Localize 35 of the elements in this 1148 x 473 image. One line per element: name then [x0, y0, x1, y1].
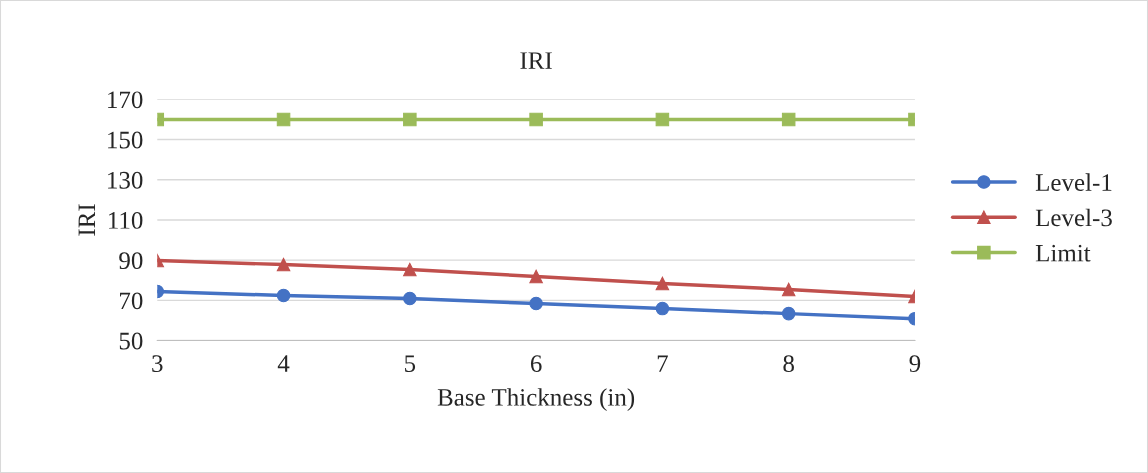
y-tick-label: 90 [119, 252, 143, 270]
x-tick-label: 9 [909, 355, 921, 373]
point [529, 112, 543, 127]
x-tick-label: 3 [152, 355, 163, 373]
legend-label: Level-1 [1035, 173, 1112, 191]
point [529, 269, 543, 284]
y-tick-label: 150 [108, 131, 143, 149]
legend-label: Level-3 [1035, 208, 1112, 227]
x-axis-title: Base Thickness (in) [437, 388, 635, 411]
x-tick-label: 8 [783, 355, 794, 373]
y-tick-label: 170 [108, 91, 143, 109]
x-tick-label: 5 [405, 355, 416, 373]
point [276, 288, 291, 303]
point [403, 291, 417, 306]
point [781, 112, 796, 127]
y-axis-title: IRI [78, 204, 96, 236]
y-tick-label: 110 [109, 211, 143, 229]
point [529, 296, 543, 311]
chart-title: IRI [520, 52, 552, 69]
point [655, 276, 670, 291]
y-tick-label: 130 [108, 171, 143, 189]
point [403, 262, 417, 277]
x-tick-label: 4 [277, 355, 290, 372]
point [781, 282, 796, 297]
point [403, 112, 417, 127]
legend-label: Limit [1035, 244, 1091, 262]
point [655, 301, 670, 316]
y-tick-label: 50 [119, 332, 143, 350]
x-tick-label: 6 [530, 355, 542, 373]
point [276, 112, 291, 127]
point [781, 306, 796, 321]
point [276, 257, 291, 272]
x-tick-label: 7 [657, 355, 668, 372]
point [655, 112, 670, 127]
y-tick-label: 70 [120, 292, 143, 310]
